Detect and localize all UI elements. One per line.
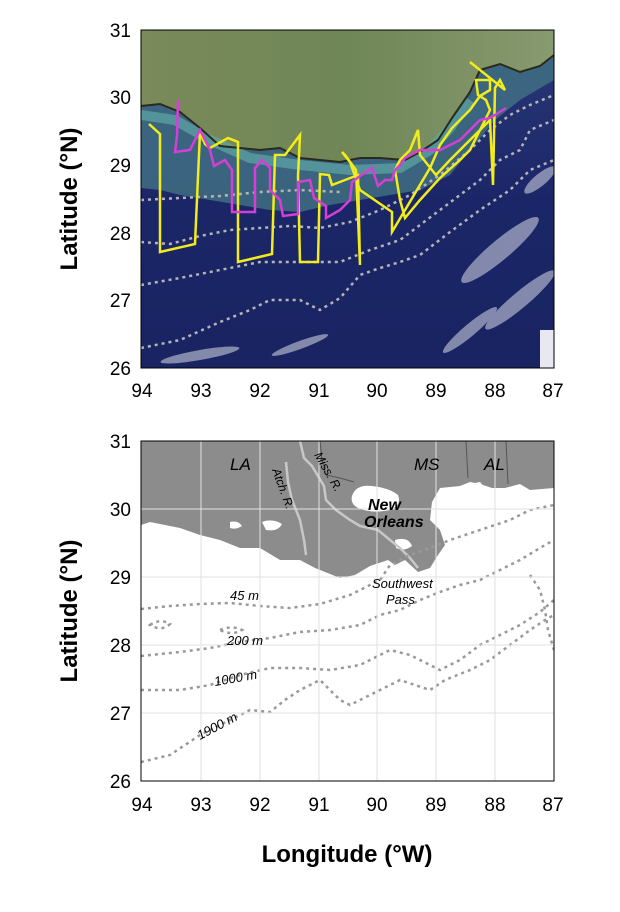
top-y-ticks: 31 30 29 28 27 26	[110, 21, 131, 380]
bottom-y-ticks: 31 30 29 28 27 26	[110, 432, 131, 793]
top-x-tick-92: 92	[249, 381, 270, 402]
cloud-streaks	[160, 166, 554, 364]
lake-pontchartrain	[351, 485, 399, 512]
top-y-axis-title: Latitude (°N)	[56, 128, 83, 271]
top-map-frame	[140, 29, 555, 369]
bottom-y-tick-29: 29	[110, 568, 131, 589]
satellite-map-panel	[141, 30, 554, 368]
bottom-x-tick-92: 92	[249, 795, 270, 816]
isobaths-bottom	[141, 503, 554, 764]
cruise-track-yellow	[148, 61, 507, 266]
top-x-tick-89: 89	[425, 381, 446, 402]
rivers	[284, 441, 419, 569]
depth-label-1000m: 1000 m	[213, 667, 258, 689]
state-label-ms: MS	[414, 455, 440, 474]
top-y-tick-31: 31	[110, 21, 131, 42]
bottom-x-tick-88: 88	[484, 795, 505, 816]
bottom-x-tick-93: 93	[190, 795, 211, 816]
pass-label-southwest: Southwest	[372, 576, 434, 591]
top-x-tick-94: 94	[131, 381, 153, 402]
bottom-y-tick-28: 28	[110, 636, 131, 657]
cruise-track-magenta	[173, 99, 507, 221]
bottom-x-tick-94: 94	[131, 795, 153, 816]
top-x-tick-93: 93	[190, 381, 211, 402]
bottom-y-tick-26: 26	[110, 772, 131, 793]
top-x-tick-88: 88	[484, 381, 505, 402]
state-label-la: LA	[230, 455, 251, 474]
bottom-x-tick-87: 87	[542, 795, 563, 816]
city-label-orleans: Orleans	[364, 514, 424, 531]
bottom-x-tick-90: 90	[366, 795, 387, 816]
top-y-tick-28: 28	[110, 224, 131, 245]
bottom-map-frame	[140, 440, 555, 782]
bottom-y-tick-31: 31	[110, 432, 131, 453]
top-y-tick-30: 30	[110, 88, 131, 109]
top-y-tick-29: 29	[110, 156, 131, 177]
grid-lines	[141, 441, 554, 781]
coastal-turbid-water	[141, 55, 554, 212]
bottom-x-tick-89: 89	[425, 795, 446, 816]
top-x-ticks: 94 93 92 91 90 89 88 87	[131, 381, 563, 402]
top-y-tick-26: 26	[110, 359, 131, 380]
top-y-tick-27: 27	[110, 291, 131, 312]
city-label-new: New	[368, 497, 402, 514]
depth-label-200m: 200 m	[226, 633, 263, 648]
pass-label-pass: Pass	[386, 592, 415, 607]
state-borders	[319, 441, 509, 485]
bottom-x-ticks: 94 93 92 91 90 89 88 87	[131, 795, 563, 816]
bottom-y-tick-27: 27	[110, 704, 131, 725]
depth-label-45m: 45 m	[230, 588, 259, 603]
top-x-tick-91: 91	[308, 381, 329, 402]
bottom-x-axis-title: Longitude (°W)	[262, 841, 433, 868]
bottom-x-tick-91: 91	[308, 795, 329, 816]
bottom-y-axis-title: Latitude (°N)	[56, 540, 83, 683]
satellite-land	[141, 30, 554, 162]
top-x-tick-87: 87	[542, 381, 563, 402]
bottom-y-tick-30: 30	[110, 500, 131, 521]
isobaths-top	[141, 93, 554, 350]
top-x-tick-90: 90	[366, 381, 387, 402]
schematic-map-panel	[141, 441, 554, 781]
state-label-al: AL	[483, 455, 505, 474]
